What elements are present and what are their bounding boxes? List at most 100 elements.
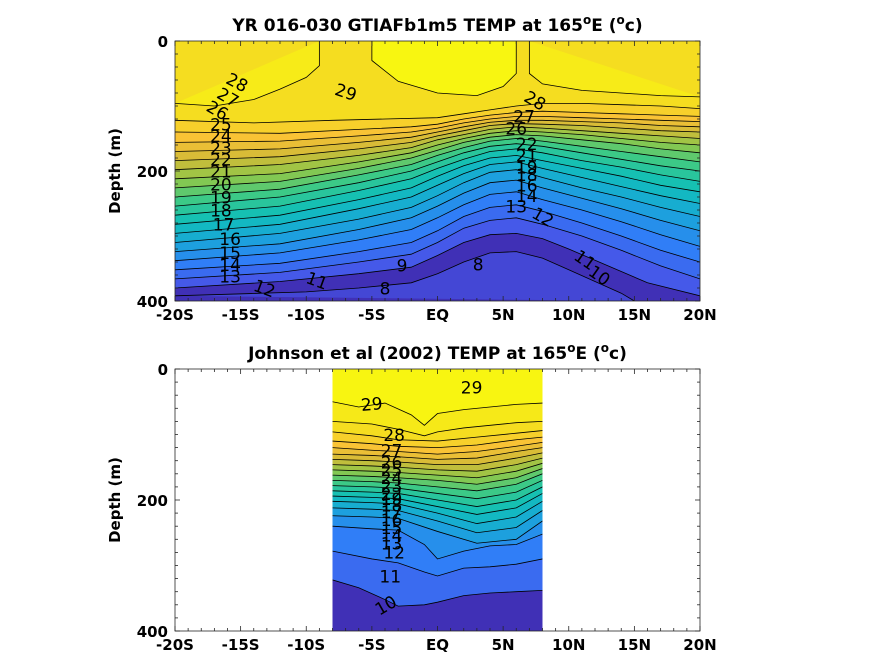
y-axis-label: Depth (m) (106, 457, 124, 543)
contour-label: 26 (505, 119, 527, 139)
contour-22 (175, 126, 700, 171)
contour-21 (332, 462, 543, 479)
contour-10 (332, 579, 543, 607)
x-tick-label: EQ (426, 636, 449, 654)
contour-20 (175, 134, 700, 189)
contour-10 (175, 217, 700, 280)
contour-lines (332, 401, 543, 607)
contour-25 (175, 116, 700, 143)
y-tick-label: 0 (158, 33, 168, 51)
contour-11 (332, 550, 543, 577)
contour-label: 16 (516, 177, 538, 197)
contour-label: 22 (516, 135, 538, 155)
core-28 (529, 41, 700, 97)
contour-25 (332, 441, 543, 455)
core-28 (175, 41, 320, 106)
x-tick-label: 10N (552, 636, 585, 654)
contour-label: 11 (379, 567, 401, 587)
contour-label: 21 (516, 147, 538, 167)
contour-15 (332, 500, 543, 524)
contour-label: 26 (381, 453, 403, 473)
x-tick-label: 10N (552, 306, 585, 324)
contour-26 (332, 436, 543, 449)
contour-label: 13 (381, 535, 403, 555)
y-axis-label: Depth (m) (106, 128, 124, 214)
contour-18 (332, 479, 543, 500)
contour-label: 8 (473, 255, 484, 275)
contour-22 (332, 457, 543, 472)
contour-12 (175, 191, 700, 262)
contour-16 (175, 154, 700, 225)
x-tick-label: 5N (492, 636, 515, 654)
contour-label: 14 (516, 187, 538, 207)
y-tick-label: 200 (137, 163, 168, 181)
contour-label: 18 (210, 201, 232, 221)
contour-14 (175, 169, 700, 243)
x-tick-label: -5S (358, 306, 385, 324)
contour-label: 15 (381, 519, 403, 539)
contour-label: 22 (210, 151, 232, 171)
contour-19 (175, 138, 700, 198)
contour-label: 27 (513, 108, 535, 128)
contour-18 (175, 143, 700, 207)
y-tick-label: 400 (137, 293, 168, 311)
contour-19 (332, 473, 543, 492)
contour-label: 18 (381, 497, 403, 517)
panel-johnson-2002-temp: 29292827262524232219181716151413121110-2… (106, 341, 717, 654)
contour-label: 25 (210, 116, 232, 136)
contour-label: 22 (381, 485, 403, 505)
contour-12 (332, 525, 543, 560)
contour-label: 12 (383, 544, 405, 564)
contour-label: 18 (516, 166, 538, 186)
contour-label: 13 (219, 268, 241, 288)
x-tick-label: 15N (618, 636, 651, 654)
band-29 (332, 369, 543, 426)
contour-label: 15 (219, 244, 241, 264)
contour-lines (175, 41, 700, 301)
contour-label: 16 (219, 230, 241, 250)
x-tick-label: 20N (683, 306, 716, 324)
contour-23 (332, 452, 543, 466)
contour-label: 21 (210, 162, 232, 182)
x-tick-label: -20S (156, 306, 194, 324)
contour-27 (332, 430, 543, 442)
x-tick-label: -10S (287, 636, 325, 654)
contour-label: 17 (213, 216, 235, 236)
x-tick-label: EQ (426, 306, 449, 324)
y-tick-label: 0 (158, 361, 168, 379)
contour-9 (175, 232, 700, 297)
contour-label: 29 (461, 379, 483, 399)
contour-8 (175, 251, 635, 301)
contour-label: 19 (516, 158, 538, 178)
contour-13 (175, 179, 700, 252)
contour-27 (175, 103, 700, 124)
contour-21 (175, 130, 700, 180)
contour-label: 16 (381, 511, 403, 531)
x-tick-label: -15S (222, 306, 260, 324)
contour-label: 23 (210, 139, 232, 159)
contour-label: 19 (381, 490, 403, 510)
contour-label: 13 (505, 197, 527, 217)
contour-20 (332, 468, 543, 485)
x-tick-label: -5S (358, 636, 385, 654)
temperature-field (175, 41, 700, 301)
contour-label: 24 (381, 469, 403, 489)
contour-label: 14 (219, 256, 241, 276)
x-tick-label: 20N (683, 636, 716, 654)
contour-14 (332, 507, 543, 534)
contour-28 (175, 41, 320, 107)
contour-24 (332, 447, 543, 460)
contour-13 (332, 515, 543, 544)
contour-17 (332, 486, 543, 507)
contour-label: 24 (210, 127, 232, 147)
contour-28 (332, 421, 543, 437)
contour-17 (175, 148, 700, 216)
contour-label: 14 (381, 527, 403, 547)
contour-label: 27 (381, 442, 403, 462)
contour-24 (175, 119, 700, 152)
contour-label: 29 (360, 394, 383, 416)
contour-29 (332, 401, 543, 426)
y-tick-label: 400 (137, 623, 168, 641)
x-tick-label: 15N (618, 306, 651, 324)
